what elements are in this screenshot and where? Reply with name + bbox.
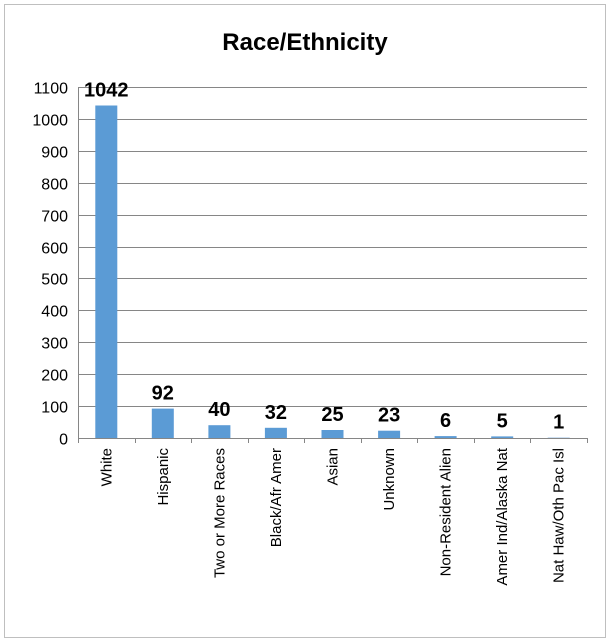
x-category-label: White: [98, 448, 115, 486]
y-tick-label-1000: 1000: [32, 113, 68, 130]
y-tick-label-400: 400: [41, 304, 68, 321]
data-label: 6: [440, 410, 451, 432]
bar-asian: [322, 430, 344, 438]
chart-title: Race/Ethnicity: [222, 29, 388, 56]
data-label: 1042: [84, 80, 129, 102]
data-labels: 1042 92 40 32 25 23 6 5 1: [84, 80, 564, 434]
y-tick-label-200: 200: [41, 368, 68, 385]
y-tick-label-0: 0: [59, 432, 68, 449]
bar-unknown: [378, 431, 400, 438]
bar-amer-ind-alaska-nat: [491, 436, 513, 438]
y-axis-tick-labels: 0 100 200 300 400 500 600 700 800 900 1000 1100: [32, 81, 68, 449]
y-tick-label-600: 600: [41, 241, 68, 258]
bar-non-resident-alien: [435, 436, 457, 438]
gridlines: [78, 88, 587, 407]
y-tick-label-700: 700: [41, 209, 68, 226]
y-tick-label-300: 300: [41, 336, 68, 353]
x-axis-category-labels: White Hispanic Two or More Races Black/Afr …: [98, 447, 567, 585]
data-label: 40: [208, 399, 230, 421]
x-category-label: Amer Ind/Alaska Nat: [494, 447, 511, 585]
bar-black-afr-amer: [265, 428, 287, 438]
bar-two-or-more-races: [208, 425, 230, 438]
x-category-label: Asian: [325, 448, 342, 486]
bar-hispanic: [152, 409, 174, 438]
x-category-label: Nat Haw/Oth Pac Isl: [551, 448, 568, 583]
data-label: 23: [378, 405, 400, 427]
y-tick-label-500: 500: [41, 272, 68, 289]
data-label: 5: [497, 410, 508, 432]
x-category-label: Two or More Races: [211, 448, 228, 578]
data-label: 25: [321, 404, 343, 426]
data-label: 1: [553, 412, 564, 434]
bar-white: [95, 106, 117, 439]
y-tick-label-1100: 1100: [34, 81, 69, 98]
y-tick-label-100: 100: [41, 400, 68, 417]
x-category-label: Non-Resident Alien: [438, 448, 455, 576]
x-category-label: Unknown: [381, 448, 398, 511]
x-category-label: Hispanic: [155, 448, 172, 506]
y-tick-label-900: 900: [41, 145, 68, 162]
x-category-label: Black/Afr Amer: [268, 448, 285, 547]
data-label: 92: [152, 383, 174, 405]
data-label: 32: [265, 402, 287, 424]
y-tick-label-800: 800: [41, 177, 68, 194]
